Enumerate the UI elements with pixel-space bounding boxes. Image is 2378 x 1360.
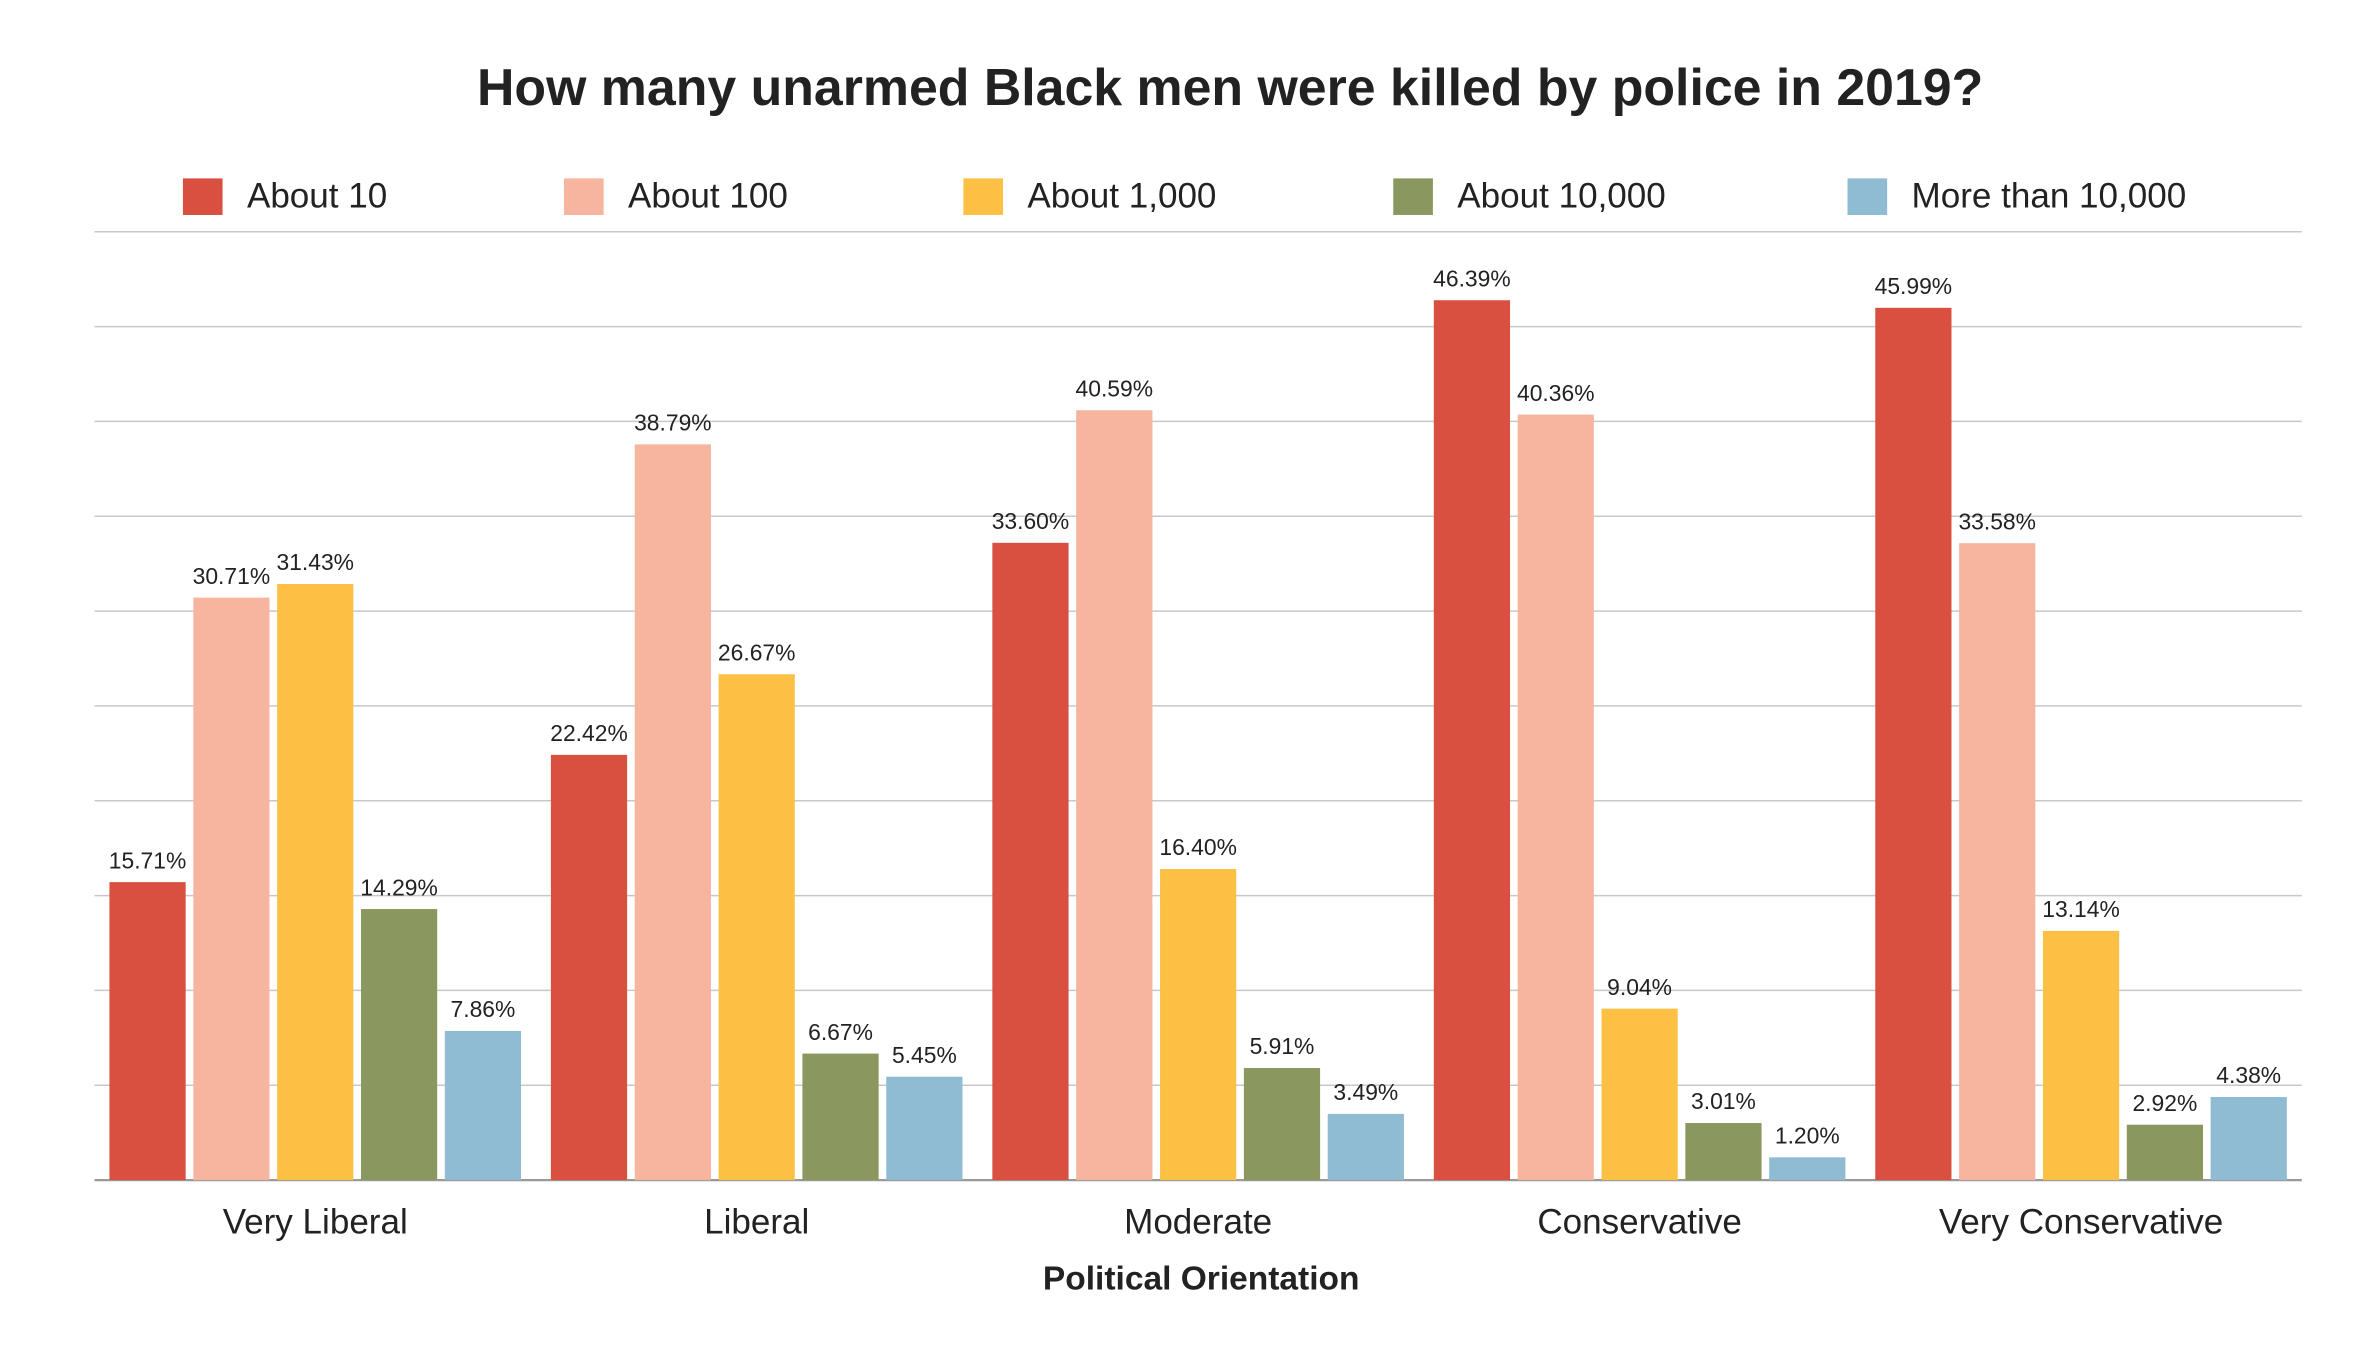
legend-label: More than 10,000 <box>1912 176 2187 215</box>
value-label: 6.67% <box>808 1019 873 1045</box>
x-axis-label: Political Orientation <box>1043 1261 1360 1298</box>
bar <box>444 1031 522 1181</box>
chart-title: How many unarmed Black men were killed b… <box>477 58 1983 116</box>
value-label: 3.01% <box>1691 1088 1756 1114</box>
value-label: 33.60% <box>992 508 1070 534</box>
value-label: 14.29% <box>360 874 438 900</box>
bar <box>1076 410 1153 1181</box>
x-tick-label: Very Liberal <box>223 1203 408 1242</box>
bar <box>1327 1113 1404 1181</box>
bar <box>634 444 711 1181</box>
bar <box>992 542 1069 1181</box>
bar <box>1243 1067 1321 1181</box>
bar <box>1433 300 1511 1181</box>
value-label: 3.49% <box>1333 1079 1398 1105</box>
bar <box>1875 307 1952 1181</box>
value-label: 5.45% <box>892 1042 957 1068</box>
legend-swatch <box>963 178 1004 215</box>
bar <box>1517 414 1594 1181</box>
bar <box>718 674 795 1181</box>
x-tick-label: Liberal <box>704 1203 809 1242</box>
x-tick-label: Moderate <box>1124 1203 1272 1242</box>
value-label: 4.38% <box>2216 1062 2281 1088</box>
bar <box>550 754 628 1181</box>
value-label: 40.59% <box>1076 375 1154 401</box>
value-label: 16.40% <box>1159 834 1237 860</box>
bar <box>2210 1097 2287 1181</box>
bar <box>1601 1008 1678 1181</box>
bar <box>1769 1157 1846 1181</box>
value-label: 1.20% <box>1775 1123 1840 1149</box>
value-label: 45.99% <box>1875 273 1953 299</box>
x-tick-label: Very Conservative <box>1939 1203 2223 1242</box>
bar <box>360 909 438 1181</box>
value-label: 38.79% <box>634 410 712 436</box>
value-label: 22.42% <box>550 720 628 746</box>
legend-swatch <box>1393 178 1433 215</box>
bar <box>1685 1122 1762 1181</box>
bar <box>1959 543 2036 1181</box>
value-label: 5.91% <box>1250 1033 1315 1059</box>
value-label: 40.36% <box>1517 380 1595 406</box>
bar <box>886 1076 963 1181</box>
bar <box>2126 1124 2204 1181</box>
value-label: 7.86% <box>451 996 516 1022</box>
value-label: 33.58% <box>1958 508 2036 534</box>
value-label: 31.43% <box>276 549 354 575</box>
legend-swatch <box>182 178 223 215</box>
legend-swatch <box>1847 178 1888 215</box>
legend-label: About 10 <box>247 176 387 215</box>
legend-label: About 1,000 <box>1027 176 1216 215</box>
bar <box>802 1053 879 1181</box>
value-label: 2.92% <box>2132 1090 2197 1116</box>
bar <box>109 882 186 1181</box>
value-label: 9.04% <box>1607 974 1672 1000</box>
x-tick-label: Conservative <box>1537 1203 1742 1242</box>
legend-label: About 100 <box>628 176 788 215</box>
bar <box>277 583 354 1181</box>
value-label: 15.71% <box>109 847 187 873</box>
bar <box>1160 869 1237 1181</box>
bar <box>2042 930 2120 1181</box>
value-label: 26.67% <box>718 639 796 665</box>
value-label: 13.14% <box>2042 896 2120 922</box>
value-label: 30.71% <box>193 563 271 589</box>
legend-swatch <box>564 178 604 215</box>
bar <box>193 597 270 1181</box>
value-label: 46.39% <box>1433 265 1511 291</box>
legend-label: About 10,000 <box>1457 176 1666 215</box>
